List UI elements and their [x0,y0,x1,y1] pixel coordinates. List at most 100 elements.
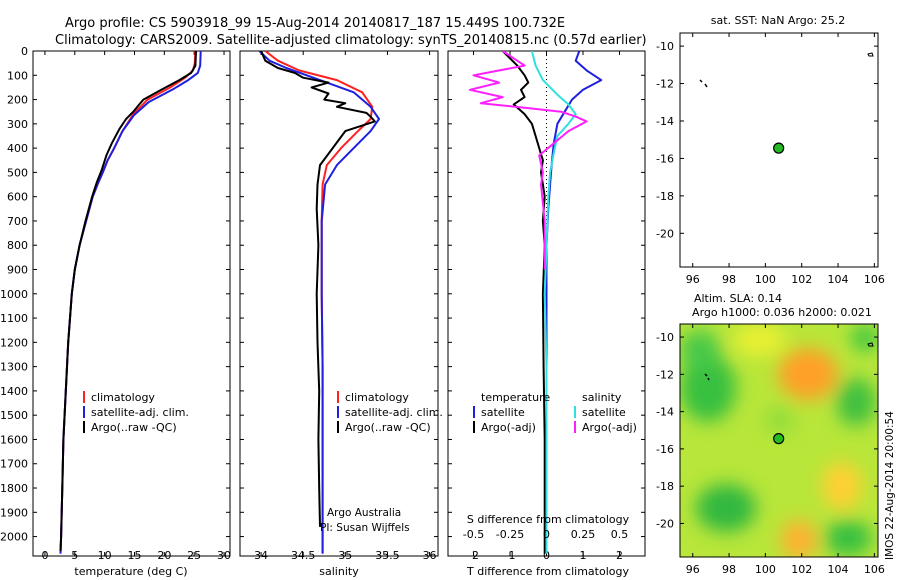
sla-high-blob [778,348,838,400]
series-line-argo-raw-qc [260,51,376,527]
map-x-tick-label: 102 [791,563,812,576]
x-tick-label: 1 [579,549,586,562]
x-tick-label: 25 [187,549,201,562]
title-line2: Climatology: CARS2009. Satellite-adjuste… [55,33,647,48]
salinity-axes-frame [239,50,439,557]
series-line-climatology [59,51,197,554]
map-y-tick-label: -12 [656,78,674,91]
x-tick-label: 0.25 [571,528,596,541]
legend-label-argo: Argo(..raw -QC) [91,421,177,434]
argo-location-marker [773,433,785,445]
temperature-series [59,51,202,554]
x-tick-label: 15 [127,549,141,562]
sla-map-panel: Altim. SLA: 0.14 Argo h1000: 0.036 h2000… [656,292,896,576]
series-line-satellite-adj-clim [59,51,202,554]
s-difference-ticks: -0.5 -0.25 0 0.25 0.5 [463,528,628,541]
depth-tick-label: 1700 [0,458,28,471]
depth-tick-label: 500 [7,166,28,179]
sla-low-blob [836,378,876,426]
difference-series [468,51,603,556]
sla-low-blob [824,520,872,556]
depth-tick-label: 1200 [0,336,28,349]
depth-tick-label: 1800 [0,482,28,495]
sla-mid-blob [734,324,786,356]
map-y-tick-label: -14 [656,406,674,419]
legend-heading-salinity: salinity [582,391,622,404]
sst-map-title: sat. SST: NaN Argo: 25.2 [711,14,845,27]
x-tick-label: 2 [616,549,623,562]
sla-heatmap [680,324,878,557]
legend-heading-temperature: temperature [481,391,550,404]
depth-tick-label: 1300 [0,361,28,374]
t-difference-label: T difference from climatology [466,565,629,578]
temperature-legend: climatology satellite-adj. clim. Argo(..… [83,391,189,434]
x-tick-label: -0.5 [463,528,484,541]
island-outline [867,342,874,347]
x-tick-label: 0 [543,528,550,541]
x-tick-label: 0.5 [611,528,629,541]
island-outline [867,52,874,57]
x-tick-label: 34 [254,549,268,562]
sla-low-blob [851,324,878,352]
map-x-tick-label: 106 [864,273,885,286]
depth-tick-label: 1600 [0,433,28,446]
sla-high-blob [822,462,862,510]
salinity-xlabel: salinity [319,565,359,578]
salinity-panel: 34 34.5 35 35.5 36 salinity climatology sate… [239,50,443,578]
difference-depth-ticks [448,50,645,538]
legend-label-climatology: climatology [91,391,155,404]
sla-low-blob [680,330,720,370]
series-line-argo-raw-qc [59,51,197,552]
sst-map-axes: 96 98 100 102 104 106 -10 -12 -14 -16 -18 -20 [656,33,885,286]
argo-australia-label: Argo Australia [327,507,401,519]
x-tick-label: 34.5 [291,549,316,562]
map-y-tick-label: -10 [656,40,674,53]
series-line-t-argo-adj [501,51,546,554]
depth-tick-label: 2000 [0,531,28,544]
map-y-tick-label: -18 [656,190,674,203]
salinity-legend: climatology satellite-adj. clim. Argo(..… [337,391,443,434]
sla-map-axes: 96 98 100 102 104 106 -10 -12 -14 -16 -18 -20 [656,324,885,576]
map-y-tick-label: -20 [656,517,674,530]
salinity-depth-ticks [240,50,438,538]
map-x-tick-label: 104 [828,563,849,576]
imos-timestamp: IMOS 22-Aug-2014 20:00:54 [884,411,896,560]
map-x-tick-label: 102 [791,273,812,286]
sla-map-frame [679,323,879,558]
temperature-axes-frame [32,50,231,557]
salinity-series [258,51,380,554]
temperature-xlabel: temperature (deg C) [74,565,187,578]
depth-tick-label: 400 [7,142,28,155]
depth-tick-label: 1000 [0,288,28,301]
island-outline [699,79,708,88]
legend-label-s-argo: Argo(-adj) [582,421,637,434]
depth-tick-label: 1400 [0,385,28,398]
legend-label-satellite: satellite-adj. clim. [91,406,189,419]
legend-label-t-satellite: satellite [481,406,525,419]
depth-tick-label: 200 [7,94,28,107]
map-x-tick-label: 104 [828,273,849,286]
argo-location-marker [773,142,785,154]
difference-legend: temperature salinity satellite Argo(-adj… [473,391,637,434]
x-tick-label: -1 [505,549,516,562]
s-difference-label: S difference from climatology [467,513,630,526]
map-y-tick-label: -18 [656,480,674,493]
depth-tick-label: 1900 [0,506,28,519]
x-tick-label: 35 [338,549,352,562]
sla-high-blob [781,520,817,557]
series-line-t-satellite [545,51,603,554]
map-x-tick-label: 106 [864,563,885,576]
temperature-x-axis: 0 5 10 15 20 25 30 [41,51,231,562]
sst-map-points [773,142,785,154]
legend-label-satellite: satellite-adj. clim. [345,406,443,419]
sla-mid-blob [766,406,794,434]
depth-tick-label: 1500 [0,409,28,422]
map-y-tick-label: -12 [656,368,674,381]
map-x-tick-label: 98 [722,563,736,576]
legend-label-t-argo: Argo(-adj) [481,421,536,434]
sla-low-blob [696,484,756,532]
x-tick-label: 5 [71,549,78,562]
map-y-tick-label: -16 [656,443,674,456]
depth-tick-label: 1100 [0,312,28,325]
